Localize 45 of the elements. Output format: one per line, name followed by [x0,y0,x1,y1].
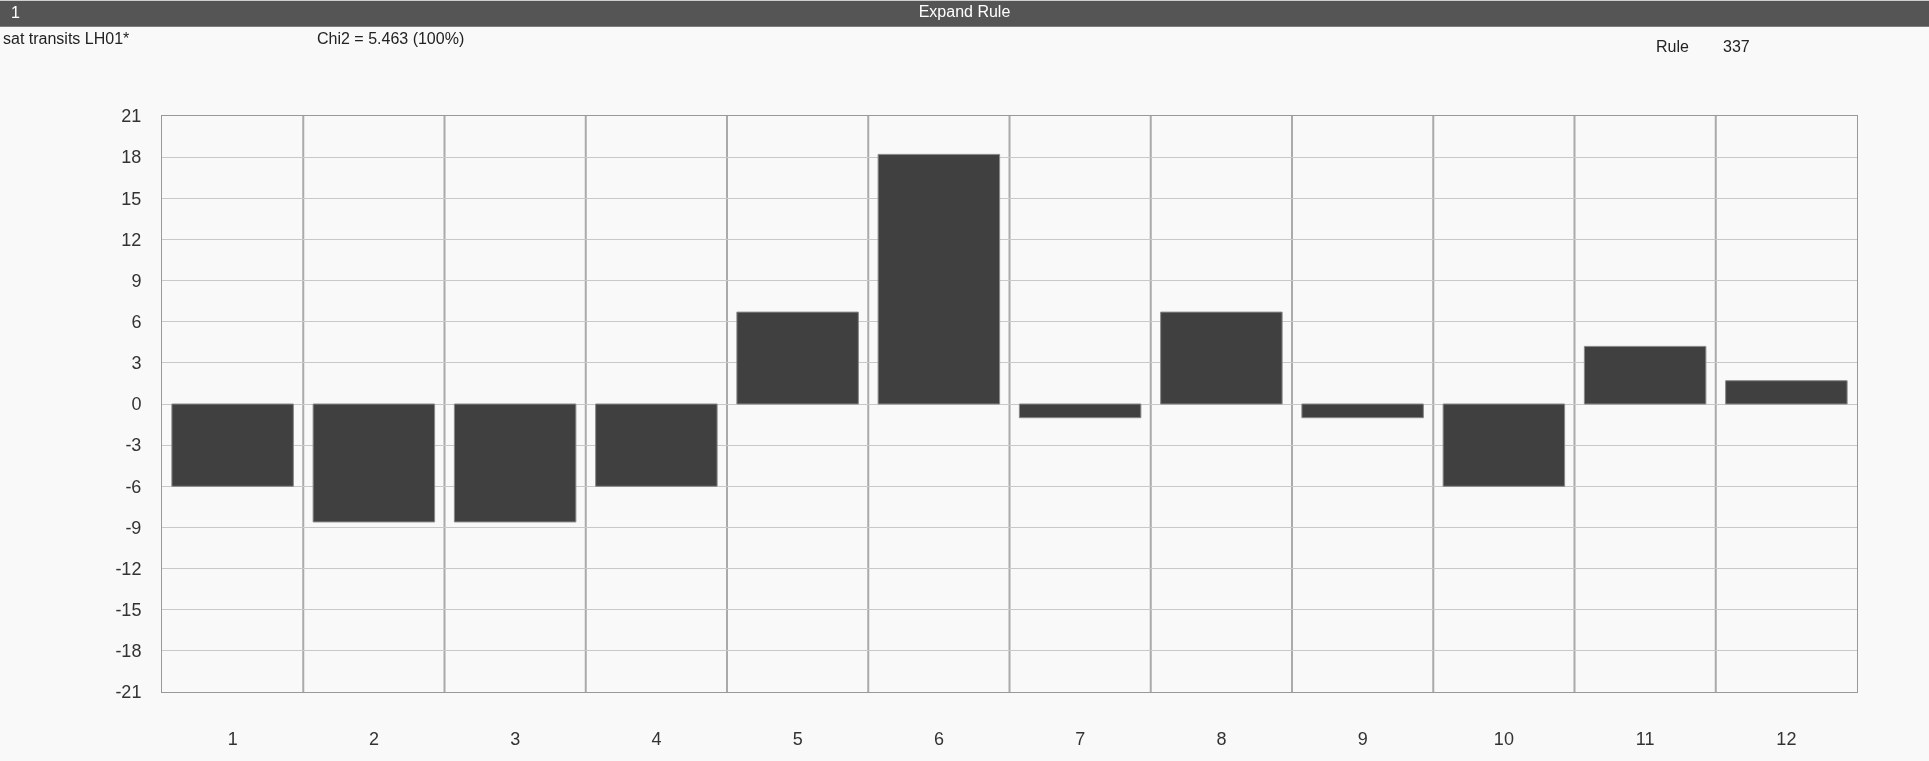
x-tick-label: 1 [227,728,238,749]
bar [312,403,436,523]
y-tick-label: 3 [131,353,142,374]
bar [1583,345,1707,405]
x-tick-label: 5 [792,728,803,749]
x-tick-label: 11 [1635,728,1655,749]
bar [595,403,718,487]
y-tick-label: 0 [131,394,142,415]
chart-title: Expand Rule [918,3,1011,21]
y-tick-label: 6 [131,312,142,333]
x-tick-label: 3 [510,728,521,749]
text: Rule [1656,38,1690,55]
x-tick-label: 6 [933,728,944,749]
y-tick-label: 15 [121,188,142,209]
y-tick-label: -15 [115,600,142,621]
bar [453,403,577,523]
y-tick-label: -9 [125,517,142,538]
x-tick-label: 10 [1493,728,1514,749]
y-tick-label: 18 [121,147,142,168]
y-tick-label: -21 [115,682,142,703]
bar [1725,380,1848,405]
x-tick-label: 9 [1357,728,1368,749]
x-tick-label: 2 [368,728,379,749]
y-tick-label: -18 [115,641,142,662]
x-tick-label: 12 [1776,728,1797,749]
bar [1160,311,1283,405]
text: sat transits LH01* [3,30,130,47]
y-tick-label: -12 [115,558,142,579]
y-tick-label: 21 [121,106,142,127]
bar [1442,403,1566,487]
text: Chi2 = 5.463 (100%) [317,30,465,47]
x-tick-label: 8 [1216,728,1227,749]
y-tick-label: 12 [121,229,142,250]
text: 337 [1723,38,1750,55]
x-tick-label: 4 [651,728,662,749]
y-tick-label: 9 [131,270,142,291]
y-tick-label: -6 [125,476,142,497]
bar [1301,403,1424,419]
bar [877,153,1001,405]
bar [736,311,859,405]
bar [1018,403,1142,419]
y-tick-label: -3 [125,435,142,456]
bar [171,403,294,487]
text: 1 [11,4,20,21]
x-tick-label: 7 [1075,728,1086,749]
